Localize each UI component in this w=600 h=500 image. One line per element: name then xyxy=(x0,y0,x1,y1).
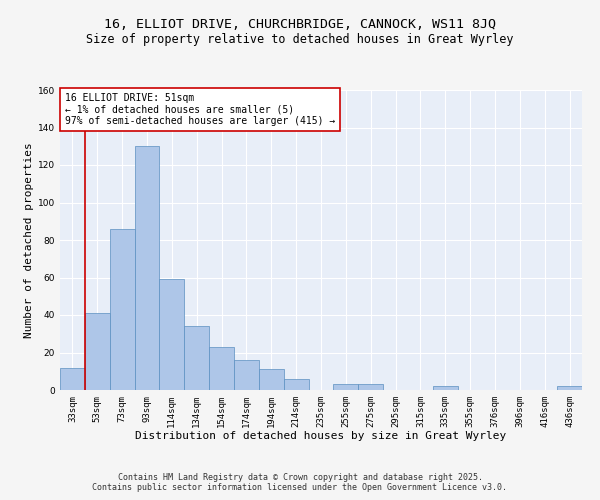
Bar xyxy=(334,384,358,390)
Text: 16 ELLIOT DRIVE: 51sqm
← 1% of detached houses are smaller (5)
97% of semi-detac: 16 ELLIOT DRIVE: 51sqm ← 1% of detached … xyxy=(65,93,335,126)
Bar xyxy=(134,146,160,390)
Text: 16, ELLIOT DRIVE, CHURCHBRIDGE, CANNOCK, WS11 8JQ: 16, ELLIOT DRIVE, CHURCHBRIDGE, CANNOCK,… xyxy=(104,18,496,30)
Bar xyxy=(284,379,308,390)
Bar xyxy=(160,280,184,390)
Bar xyxy=(234,360,259,390)
Text: Size of property relative to detached houses in Great Wyrley: Size of property relative to detached ho… xyxy=(86,32,514,46)
Bar xyxy=(433,386,458,390)
Text: Contains HM Land Registry data © Crown copyright and database right 2025.
Contai: Contains HM Land Registry data © Crown c… xyxy=(92,473,508,492)
Bar xyxy=(110,229,134,390)
Bar xyxy=(184,326,209,390)
Bar xyxy=(259,370,284,390)
X-axis label: Distribution of detached houses by size in Great Wyrley: Distribution of detached houses by size … xyxy=(136,432,506,442)
Bar xyxy=(85,313,110,390)
Bar xyxy=(209,347,234,390)
Bar xyxy=(557,386,582,390)
Bar xyxy=(60,368,85,390)
Bar xyxy=(358,384,383,390)
Y-axis label: Number of detached properties: Number of detached properties xyxy=(24,142,34,338)
